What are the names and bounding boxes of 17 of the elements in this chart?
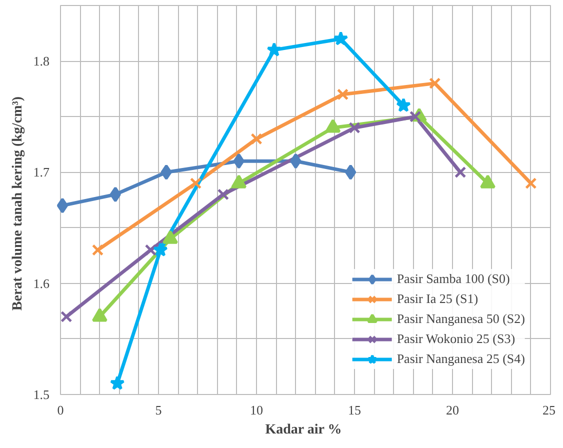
y-tick-label: 1.7 — [33, 164, 50, 180]
legend-label: Pasir Wokonio 25 (S3) — [396, 331, 516, 347]
y-tick-label: 1.8 — [33, 54, 50, 69]
x-tick-label: 5 — [155, 402, 162, 418]
legend-label: Pasir Samba 100 (S0) — [396, 271, 510, 287]
legend-label: Pasir Ia 25 (S1) — [396, 291, 478, 307]
x-tick-label: 20 — [446, 402, 459, 418]
y-tick-label: 1.5 — [33, 387, 50, 402]
x-tick-label: 0 — [57, 402, 64, 418]
y-axis-title: Berat volume tanah kering (kg/cm³) — [10, 96, 26, 311]
x-axis-title: Kadar air % — [265, 422, 342, 438]
y-tick-label: 1.6 — [33, 276, 50, 291]
legend-label: Pasir Nanganesa 50 (S2) — [396, 311, 525, 327]
x-tick-label: 25 — [542, 402, 556, 418]
legend-label: Pasir Nanganesa 25 (S4) — [396, 351, 525, 367]
x-tick-label: 15 — [348, 402, 361, 418]
x-tick-label: 10 — [250, 402, 263, 418]
